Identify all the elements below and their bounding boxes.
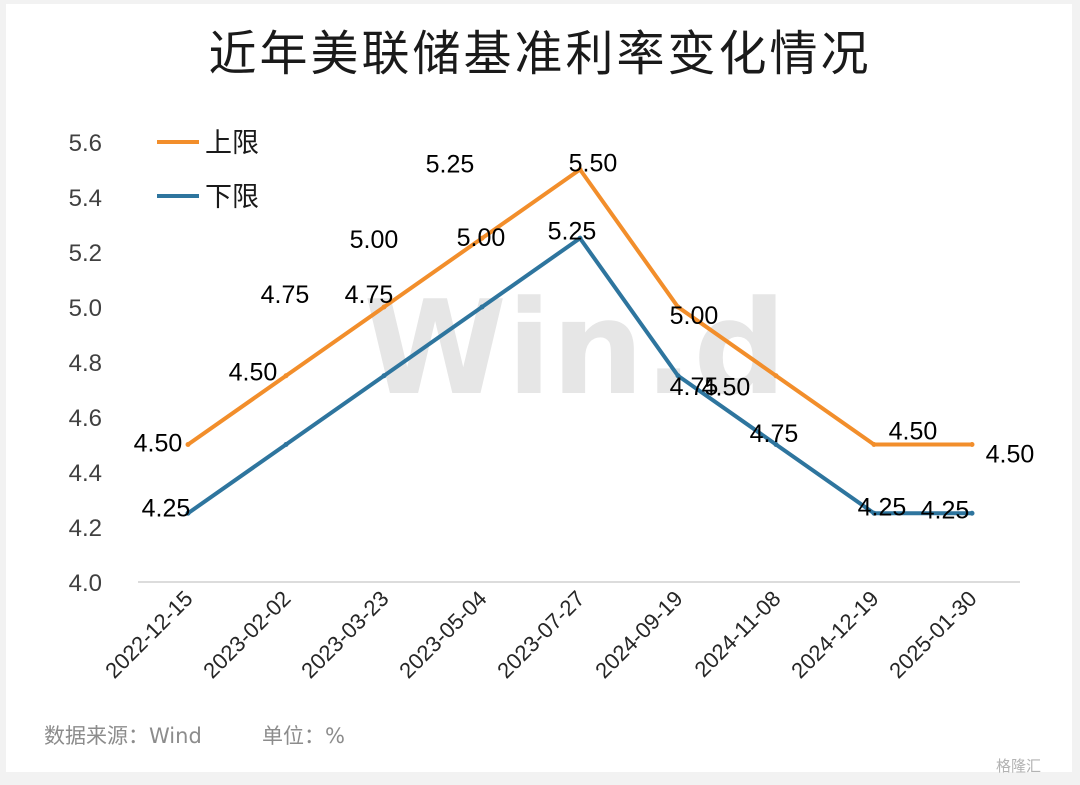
data-label: 4.50 bbox=[889, 418, 938, 446]
y-tick-label: 5.4 bbox=[69, 185, 102, 212]
data-point bbox=[969, 442, 975, 447]
y-tick-label: 5.2 bbox=[69, 240, 102, 267]
data-label: 5.00 bbox=[457, 224, 506, 252]
data-label: 5.25 bbox=[426, 150, 475, 178]
x-tick-label: 2022-12-15 bbox=[100, 586, 197, 683]
x-tick-label: 2024-12-19 bbox=[786, 586, 883, 683]
data-label: 4.75 bbox=[670, 373, 719, 401]
data-point bbox=[871, 442, 877, 447]
watermark: Win.d bbox=[364, 272, 787, 424]
data-label: 4.25 bbox=[921, 496, 970, 524]
data-point bbox=[675, 304, 681, 310]
data-point bbox=[479, 304, 485, 310]
legend-label: 下限 bbox=[205, 182, 259, 213]
x-tick-label: 2024-09-19 bbox=[590, 586, 687, 683]
y-tick-label: 5.0 bbox=[69, 295, 102, 322]
data-point bbox=[185, 510, 191, 516]
data-point bbox=[381, 373, 387, 379]
x-tick-label: 2023-07-27 bbox=[492, 586, 589, 683]
data-point bbox=[773, 442, 779, 447]
data-point bbox=[577, 167, 583, 172]
x-tick-label: 2024-11-08 bbox=[689, 586, 785, 682]
data-point bbox=[675, 373, 681, 379]
data-label: 4.50 bbox=[702, 374, 751, 402]
data-label: 5.00 bbox=[350, 226, 399, 254]
y-tick-label: 4.4 bbox=[69, 460, 102, 487]
data-point bbox=[185, 442, 191, 447]
data-label: 5.50 bbox=[569, 150, 618, 178]
data-point bbox=[773, 373, 779, 379]
data-point bbox=[479, 235, 485, 241]
x-tick-label: 2023-03-23 bbox=[296, 586, 393, 683]
y-tick-label: 4.2 bbox=[69, 515, 102, 542]
y-tick-label: 5.6 bbox=[69, 130, 102, 157]
y-tick-label: 4.0 bbox=[69, 570, 102, 597]
data-point bbox=[283, 442, 289, 447]
y-tick-label: 4.6 bbox=[69, 405, 102, 432]
y-tick-label: 4.8 bbox=[69, 350, 102, 377]
data-label: 4.50 bbox=[229, 359, 278, 387]
x-tick-label: 2023-05-04 bbox=[394, 586, 491, 683]
data-label: 4.25 bbox=[142, 494, 191, 522]
data-label: 4.25 bbox=[858, 493, 907, 521]
x-tick-label: 2025-01-30 bbox=[884, 586, 981, 683]
chart-card bbox=[6, 4, 1072, 772]
data-label: 5.25 bbox=[548, 217, 597, 245]
data-point bbox=[283, 373, 289, 379]
data-label: 4.50 bbox=[986, 441, 1035, 469]
data-point bbox=[969, 510, 975, 516]
data-label: 4.75 bbox=[345, 281, 394, 309]
data-label: 5.00 bbox=[670, 302, 719, 330]
data-label: 4.75 bbox=[750, 420, 799, 448]
data-label: 4.75 bbox=[261, 281, 310, 309]
data-point bbox=[577, 235, 583, 241]
x-tick-label: 2023-02-02 bbox=[198, 586, 295, 683]
unit-note: 单位：% bbox=[262, 724, 345, 748]
data-label: 4.50 bbox=[134, 430, 183, 458]
data-point bbox=[871, 510, 877, 516]
legend-label: 上限 bbox=[205, 128, 259, 159]
chart-title: 近年美联储基准利率变化情况 bbox=[208, 26, 872, 82]
source-note: 数据来源：Wind bbox=[44, 724, 202, 748]
brand-logo: 格隆汇 bbox=[996, 757, 1042, 775]
data-point bbox=[381, 304, 387, 310]
